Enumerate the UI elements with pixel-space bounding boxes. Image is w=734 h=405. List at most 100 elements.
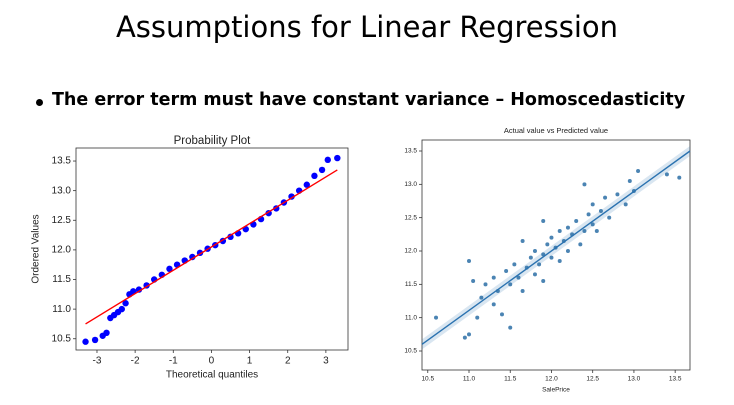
data-point	[590, 202, 595, 207]
y-tick-label: 13.0	[404, 181, 417, 188]
bullet-text: The error term must have constant varian…	[52, 90, 686, 110]
data-point	[434, 315, 439, 320]
plot-frame	[421, 139, 691, 371]
y-tick-label: 10.5	[52, 333, 72, 344]
y-tick-label: 11.0	[405, 314, 418, 321]
data-point	[627, 179, 632, 183]
data-point	[483, 282, 488, 287]
data-point	[664, 172, 669, 177]
x-tick-label: -1	[169, 356, 178, 367]
data-point	[623, 202, 628, 207]
x-tick-label: 12.5	[586, 376, 599, 383]
data-point	[549, 235, 554, 240]
data-point	[565, 225, 570, 230]
data-point	[582, 182, 587, 187]
data-point	[462, 335, 467, 340]
data-point	[508, 325, 513, 330]
data-point	[479, 295, 484, 300]
x-tick-label: 11.0	[463, 376, 476, 383]
y-tick-label: 12.5	[52, 215, 72, 226]
data-point	[541, 279, 546, 283]
y-tick-label: 12.0	[52, 245, 72, 256]
data-point	[537, 262, 542, 267]
y-axis-label: Ordered Values	[31, 214, 42, 283]
data-point	[520, 289, 525, 293]
chart-title: Probability Plot	[174, 135, 252, 147]
y-tick-label: 13.5	[404, 148, 417, 155]
data-point	[528, 255, 533, 260]
data-point	[557, 229, 562, 233]
data-point	[677, 175, 682, 180]
data-point	[594, 229, 599, 233]
data-point	[541, 219, 546, 223]
x-tick-label: 1	[247, 356, 253, 367]
data-point	[615, 192, 620, 197]
data-point	[545, 242, 550, 247]
data-point	[512, 262, 517, 267]
data-point	[475, 315, 480, 320]
data-point	[130, 288, 137, 295]
data-point	[491, 302, 496, 307]
data-point	[467, 259, 472, 263]
x-tick-label: 0	[209, 356, 215, 367]
data-point	[82, 338, 89, 345]
x-tick-label: 13.5	[669, 376, 682, 383]
x-tick-label: 2	[285, 356, 291, 367]
x-tick-label: -2	[131, 356, 140, 367]
data-point	[318, 166, 326, 174]
data-point	[135, 286, 143, 293]
data-point	[516, 275, 521, 280]
data-point	[303, 181, 310, 188]
slide-title: Assumptions for Linear Regression	[115, 10, 619, 44]
data-point	[166, 265, 173, 273]
data-point	[471, 279, 476, 283]
data-point	[91, 336, 99, 344]
y-tick-label: 12.0	[404, 248, 417, 255]
data-point	[491, 275, 496, 280]
data-point	[227, 233, 234, 241]
data-point	[582, 229, 587, 233]
data-point	[565, 249, 570, 253]
bullet-marker	[36, 99, 43, 106]
x-tick-label: -3	[93, 356, 102, 367]
y-tick-label: 12.5	[404, 214, 417, 221]
x-tick-label: 3	[323, 356, 329, 367]
data-point	[122, 300, 129, 307]
data-point	[532, 249, 537, 253]
y-tick-label: 13.0	[52, 185, 72, 196]
data-point	[607, 215, 612, 220]
data-point	[557, 259, 562, 263]
data-point	[103, 329, 110, 337]
fit-line	[85, 169, 338, 325]
data-point	[598, 209, 603, 213]
fit-line	[421, 150, 691, 345]
data-point	[590, 222, 595, 227]
x-axis-label: SalePrice	[542, 386, 570, 393]
data-point	[532, 272, 537, 277]
y-tick-label: 10.5	[404, 348, 417, 355]
y-tick-label: 11.5	[52, 274, 71, 285]
data-point	[189, 253, 196, 261]
plot-frame	[75, 147, 349, 351]
data-point	[578, 242, 583, 247]
data-point	[508, 282, 513, 287]
data-point	[311, 172, 318, 180]
chart-title: Actual value vs Predicted value	[504, 126, 608, 135]
data-point	[549, 255, 554, 260]
data-point	[499, 312, 504, 317]
y-tick-label: 11.0	[52, 304, 71, 315]
data-point	[520, 239, 525, 243]
data-point	[118, 305, 125, 313]
x-axis-label: Theoretical quantiles	[166, 370, 258, 381]
data-point	[603, 195, 608, 200]
data-point	[334, 154, 341, 162]
data-point	[324, 156, 331, 164]
x-tick-label: 12.0	[545, 376, 558, 383]
x-tick-label: 10.5	[421, 376, 434, 383]
data-point	[467, 332, 472, 337]
x-tick-label: 11.5	[504, 376, 517, 383]
data-point	[574, 219, 579, 223]
x-tick-label: 13.0	[628, 376, 641, 383]
